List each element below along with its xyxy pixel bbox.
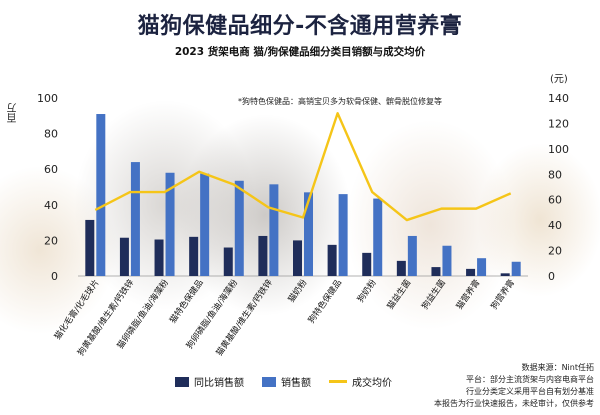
- legend-swatch-yoy: [175, 376, 189, 387]
- chart-subtitle: 2023 货架电商 猫/狗保健品细分类目销额与成交均价: [174, 46, 426, 58]
- legend: 同比销售额 销售额 成交均价: [175, 374, 392, 389]
- legend-item-price: 成交均价: [329, 374, 392, 389]
- bar-yoy-sales: [223, 247, 233, 276]
- legend-swatch-sales: [262, 376, 276, 387]
- page-title: 猫狗保健品细分-不含通用营养膏: [137, 14, 463, 39]
- bar-yoy-sales: [258, 235, 268, 276]
- bar-sales: [269, 184, 279, 276]
- x-tick-label: 狗特色保健品: [306, 277, 344, 325]
- y-right-tick-label: 140: [548, 92, 569, 105]
- footer-line: 数据来源：Nint任拓: [521, 363, 594, 372]
- footer-line: 行业分类定义采用平台自有划分基准: [466, 387, 594, 396]
- y-right-tick-label: 20: [548, 245, 562, 258]
- bar-sales: [130, 162, 140, 276]
- y-right-tick-label: 40: [548, 219, 562, 232]
- bar-yoy-sales: [293, 240, 302, 276]
- x-tick-label: 猫益生菌: [385, 277, 414, 311]
- bar-yoy-sales: [189, 236, 199, 276]
- x-tick-label: 猫营养膏: [454, 277, 483, 311]
- bar-yoy-sales: [362, 252, 372, 276]
- y-right-tick-label: 80: [548, 168, 562, 181]
- x-tick-label: 狗营养膏: [489, 277, 518, 311]
- bar-sales: [407, 235, 417, 276]
- bar-sales: [477, 258, 487, 276]
- right-axis-unit: (元): [550, 74, 568, 85]
- bar-sales: [234, 180, 244, 276]
- bar-sales: [200, 173, 210, 276]
- legend-swatch-price: [329, 380, 347, 383]
- bar-sales: [304, 192, 313, 276]
- bar-yoy-sales: [500, 273, 510, 276]
- x-tick-label: 猫特色保健品: [167, 277, 205, 325]
- legend-label-yoy: 同比销售额: [194, 378, 244, 389]
- legend-item-sales: 销售额: [262, 374, 311, 389]
- bar-yoy-sales: [466, 268, 476, 276]
- legend-item-yoy: 同比销售额: [175, 374, 244, 389]
- line-avg-price: [94, 112, 512, 222]
- x-tick-label: 猫黄基酸/维生素/钙铁锌: [214, 277, 275, 358]
- y-left-tick-label: 40: [44, 199, 58, 212]
- bar-yoy-sales: [431, 267, 441, 276]
- y-left-tick-label: 20: [44, 234, 58, 247]
- bar-sales: [373, 198, 383, 276]
- footer-line: 本报告为行业快速报告，未经审计，仅供参考: [434, 399, 594, 408]
- y-left-tick-label: 60: [44, 163, 58, 176]
- bar-sales: [96, 114, 106, 277]
- bar-yoy-sales: [119, 237, 129, 276]
- chart-annotation: *狗特色保健品：高销宝贝多为软骨保健、髌骨脱位修复等: [238, 97, 442, 106]
- y-right-tick-label: 0: [548, 270, 555, 283]
- y-right-tick-label: 60: [548, 194, 562, 207]
- bar-sales: [511, 261, 521, 276]
- bar-yoy-sales: [327, 244, 337, 276]
- x-tick-label: 猫奶粉: [286, 277, 310, 305]
- bar-sales: [165, 172, 175, 276]
- x-tick-label: 狗益生菌: [419, 277, 448, 311]
- y-right-tick-label: 100: [548, 143, 569, 156]
- x-tick-label: 狗奶粉: [355, 277, 379, 305]
- bar-sales: [338, 194, 348, 276]
- y-left-tick-label: 80: [44, 128, 58, 141]
- y-left-tick-label: 100: [37, 92, 58, 105]
- y-left-tick-label: 0: [51, 270, 58, 283]
- source-footer: 数据来源：Nint任拓 平台：部分主流货架与内容电商平台 行业分类定义采用平台自…: [434, 362, 594, 410]
- bar-yoy-sales: [154, 239, 164, 276]
- bar-yoy-sales: [396, 260, 406, 276]
- footer-line: 平台：部分主流货架与内容电商平台: [466, 375, 594, 384]
- y-right-tick-label: 120: [548, 117, 569, 130]
- bar-sales: [442, 245, 452, 276]
- bar-yoy-sales: [85, 219, 95, 276]
- legend-label-sales: 销售额: [281, 378, 311, 389]
- legend-label-price: 成交均价: [352, 378, 392, 389]
